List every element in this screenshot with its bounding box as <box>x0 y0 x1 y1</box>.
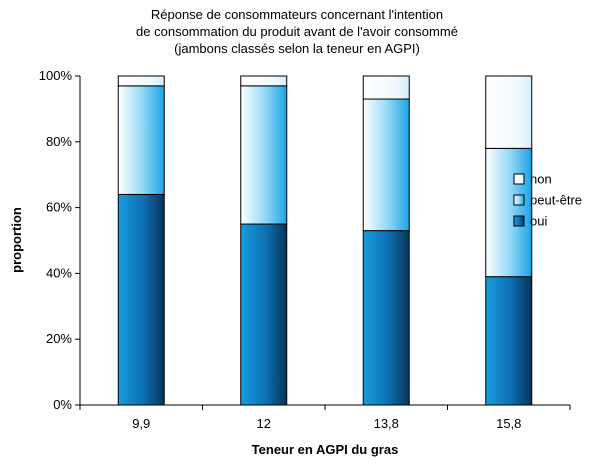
bar-segment-non-4 <box>485 75 533 149</box>
bar-segment-oui-1 <box>117 193 165 406</box>
y-tick-label: 20% <box>46 331 72 346</box>
chart-title-line-2: de consommation du produit avant de l'av… <box>136 24 458 39</box>
legend-label-oui: oui <box>530 214 547 229</box>
bar-segment-peuttre-2 <box>240 85 288 225</box>
legend: non peut-être oui <box>513 172 582 229</box>
x-tick-label: 9,9 <box>132 416 150 431</box>
x-axis-label: Teneur en AGPI du gras <box>252 442 399 457</box>
x-tick-label: 15,8 <box>496 416 521 431</box>
bar-segment-non-3 <box>362 75 410 100</box>
y-axis-label: proportion <box>9 207 24 273</box>
x-tick-label: 12 <box>257 416 271 431</box>
legend-swatch-oui <box>513 215 525 227</box>
y-tick-label: 100% <box>39 68 73 83</box>
bar-segment-peuttre-1 <box>117 85 165 195</box>
x-tick-label: 13,8 <box>374 416 399 431</box>
legend-swatch-peuttre <box>513 194 525 206</box>
y-tick-label: 80% <box>46 134 72 149</box>
bar-segment-peuttre-3 <box>362 98 410 232</box>
y-tick-label: 60% <box>46 200 72 215</box>
bar-segment-oui-3 <box>362 230 410 406</box>
bar-segment-peuttre-4 <box>485 147 533 278</box>
plot-area: 0% 20% 40% 60% 80% 100% 9,9 12 13,8 15,8 <box>39 68 571 431</box>
bar-segment-oui-4 <box>485 276 533 406</box>
y-tick-label: 0% <box>53 397 72 412</box>
bar-segment-non-2 <box>240 75 288 87</box>
chart-title-line-1: Réponse de consommateurs concernant l'in… <box>151 7 443 22</box>
legend-label-non: non <box>530 172 552 187</box>
chart-title-line-3: (jambons classés selon la teneur en AGPI… <box>174 41 420 56</box>
bar-segment-non-1 <box>117 75 165 87</box>
chart-title: Réponse de consommateurs concernant l'in… <box>136 7 458 56</box>
legend-swatch-non <box>513 173 525 185</box>
legend-label-peuttre: peut-être <box>530 193 582 208</box>
y-tick-label: 40% <box>46 265 72 280</box>
bar-segment-oui-2 <box>240 223 288 406</box>
